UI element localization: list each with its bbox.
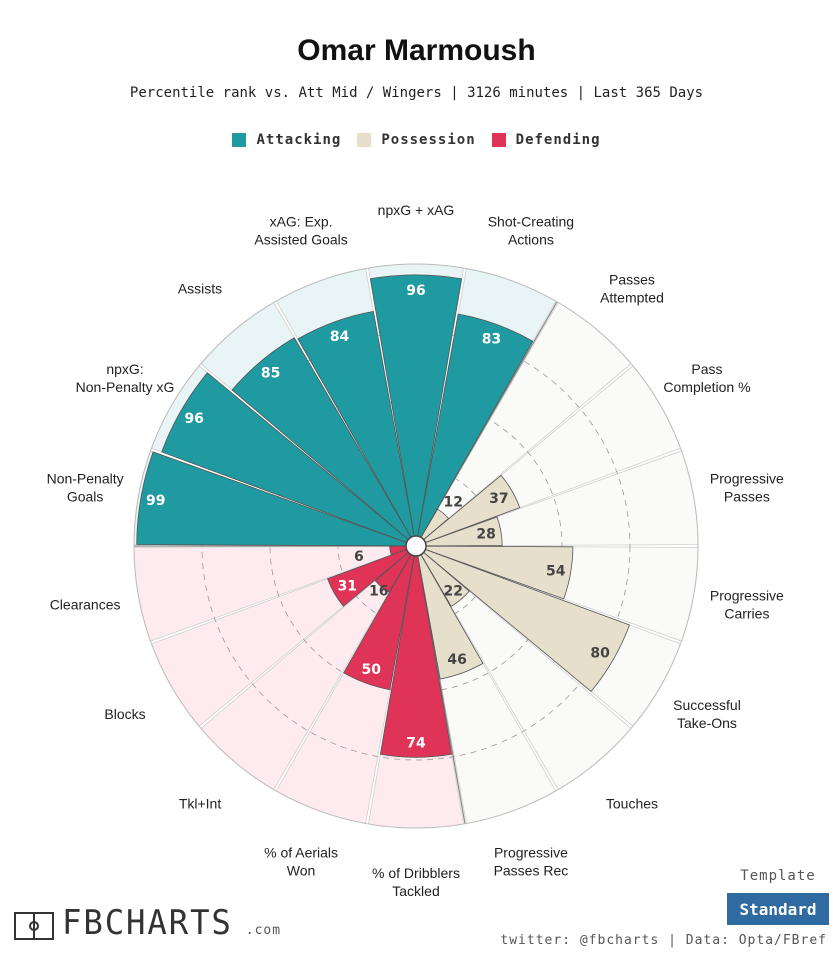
bars xyxy=(136,274,630,758)
value-label: 46 xyxy=(447,652,466,668)
value-label: 37 xyxy=(489,491,508,507)
category-label: Progressive Passes xyxy=(710,471,784,505)
category-label: npxG + xAG xyxy=(378,202,455,218)
data-credit: twitter: @fbcharts | Data: Opta/FBref xyxy=(500,933,827,948)
legend-swatch-defending xyxy=(491,133,506,147)
value-label: 6 xyxy=(354,549,364,565)
outer-ring xyxy=(133,263,699,829)
legend-item-attacking: Attacking xyxy=(232,132,341,148)
template-badge[interactable]: Standard xyxy=(727,893,829,925)
category-label: Touches xyxy=(606,795,658,811)
category-label: Clearances xyxy=(50,596,121,612)
pitch-icon xyxy=(14,912,54,940)
value-label: 50 xyxy=(361,662,381,678)
legend-label-attacking: Attacking xyxy=(256,132,342,148)
category-label: Shot-Creating Actions xyxy=(488,213,574,247)
value-labels: 99 96 85 84 96 83 12 37 28 54 80 22 46 74 50 16 31 6 xyxy=(146,283,610,751)
value-label: 84 xyxy=(330,329,350,345)
value-label: 99 xyxy=(146,493,165,509)
value-label: 96 xyxy=(406,283,425,299)
legend-item-defending: Defending xyxy=(491,132,601,148)
category-label: Blocks xyxy=(104,706,145,722)
category-label: xAG: Exp. Assisted Goals xyxy=(254,213,347,247)
chart-title: Omar Marmoush xyxy=(297,34,536,67)
category-label: Pass Completion % xyxy=(663,361,750,395)
category-label: % of Dribblers Tackled xyxy=(372,865,460,899)
category-labels: Non-Penalty Goals npxG: Non-Penalty xG Assis… xyxy=(47,202,784,899)
category-label: Passes Attempted xyxy=(600,272,664,306)
value-label: 16 xyxy=(369,583,388,599)
legend: Attacking Possession Defending xyxy=(0,132,833,148)
category-label: npxG: Non-Penalty xG xyxy=(76,361,175,395)
legend-label-possession: Possession xyxy=(381,132,476,148)
fbcharts-logo: FBCHARTS .com xyxy=(14,906,281,940)
chart-subtitle: Percentile rank vs. Att Mid / Wingers | … xyxy=(129,85,704,101)
legend-swatch-attacking xyxy=(232,133,247,147)
value-label: 74 xyxy=(406,735,426,751)
value-label: 80 xyxy=(590,645,610,661)
value-label: 54 xyxy=(546,564,566,580)
value-label: 28 xyxy=(476,527,495,543)
value-label: 31 xyxy=(338,579,357,595)
center-hub xyxy=(405,535,427,557)
value-label: 85 xyxy=(261,366,280,382)
logo-domain: .com xyxy=(245,923,282,938)
value-label: 83 xyxy=(482,332,501,348)
category-label: Successful Take-Ons xyxy=(673,697,741,731)
category-label: Tkl+Int xyxy=(179,795,222,811)
legend-item-possession: Possession xyxy=(357,132,475,148)
value-label: 96 xyxy=(184,411,203,427)
category-label: Assists xyxy=(178,281,222,297)
legend-swatch-possession xyxy=(357,133,372,147)
template-label: Template xyxy=(740,868,816,884)
category-label: Progressive Carries xyxy=(710,587,784,621)
value-label: 22 xyxy=(444,583,463,599)
logo-text: FBCHARTS xyxy=(62,903,233,943)
category-label: % of Aerials Won xyxy=(264,845,338,879)
legend-label-defending: Defending xyxy=(515,132,601,148)
category-label: Progressive Passes Rec xyxy=(494,845,569,879)
category-label: Non-Penalty Goals xyxy=(47,471,124,505)
value-label: 12 xyxy=(444,495,463,511)
